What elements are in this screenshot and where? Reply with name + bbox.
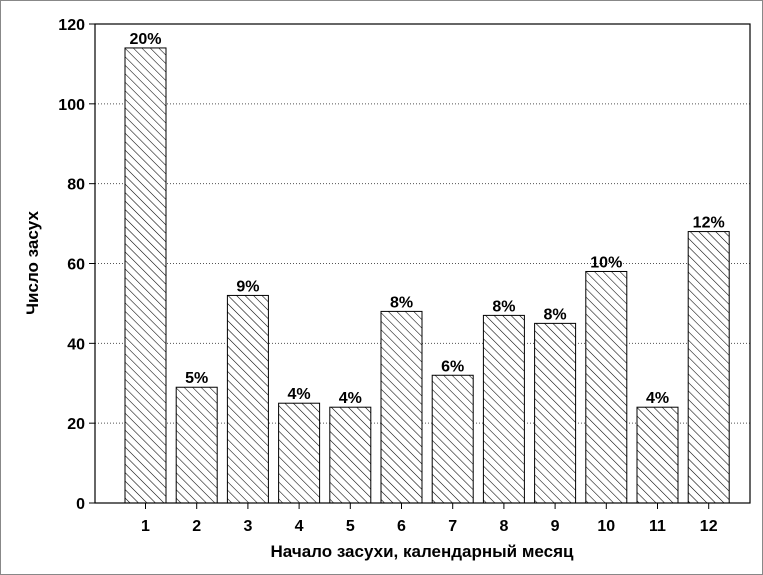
x-tick-label: 5 — [346, 518, 355, 535]
bar-month-5 — [329, 406, 372, 504]
bars — [124, 47, 730, 504]
y-tick-label: 60 — [67, 257, 85, 274]
x-axis-title: Начало засухи, календарный месяц — [271, 542, 574, 561]
x-tick-label: 4 — [295, 518, 304, 535]
x-tick-label: 7 — [448, 518, 457, 535]
bar-month-3 — [226, 294, 269, 504]
bar-month-6 — [380, 310, 423, 504]
bar-month-11 — [636, 406, 679, 504]
bar-month-12 — [687, 231, 730, 504]
bar-month-9 — [534, 322, 577, 504]
bar-month-8 — [482, 314, 525, 504]
x-axis-ticks: 1 2 3 4 5 6 7 8 9 10 11 12 — [141, 503, 718, 535]
data-labels: 20% 5% 9% 4% 4% 8% 6% 8% 8% 10% 4% 12% — [129, 31, 724, 407]
bar-data-label: 12% — [693, 215, 725, 232]
bar-month-4 — [278, 402, 321, 504]
bar-month-10 — [585, 270, 628, 504]
y-tick-label: 120 — [58, 17, 85, 34]
y-tick-label: 40 — [67, 336, 85, 353]
bar-month-1 — [124, 47, 167, 504]
bar-data-label: 4% — [646, 390, 669, 407]
x-tick-label: 11 — [649, 518, 666, 535]
bar-data-label: 8% — [492, 298, 515, 315]
bar-data-label: 4% — [339, 390, 362, 407]
x-tick-label: 6 — [397, 518, 406, 535]
y-tick-label: 80 — [67, 177, 85, 194]
bar-data-label: 8% — [390, 294, 413, 311]
bar-data-label: 10% — [590, 254, 622, 271]
y-axis-ticks: 0 20 40 60 80 100 120 — [58, 17, 95, 513]
bar-data-label: 4% — [288, 386, 311, 403]
bar-month-2 — [175, 386, 218, 504]
x-tick-label: 2 — [192, 518, 201, 535]
bar-month-7 — [431, 374, 474, 504]
x-tick-label: 3 — [243, 518, 252, 535]
y-tick-label: 20 — [67, 416, 85, 433]
bar-data-label: 9% — [236, 278, 259, 295]
x-tick-label: 10 — [597, 518, 615, 535]
bar-data-label: 6% — [441, 358, 464, 375]
bar-data-label: 5% — [185, 370, 208, 387]
x-tick-label: 9 — [551, 518, 560, 535]
y-axis-title: Число засух — [23, 211, 42, 315]
y-tick-label: 0 — [76, 496, 85, 513]
y-tick-label: 100 — [58, 97, 85, 114]
x-tick-label: 12 — [700, 518, 718, 535]
x-tick-label: 8 — [499, 518, 508, 535]
bar-data-label: 20% — [129, 31, 161, 48]
x-tick-label: 1 — [141, 518, 150, 535]
bar-data-label: 8% — [544, 306, 567, 323]
